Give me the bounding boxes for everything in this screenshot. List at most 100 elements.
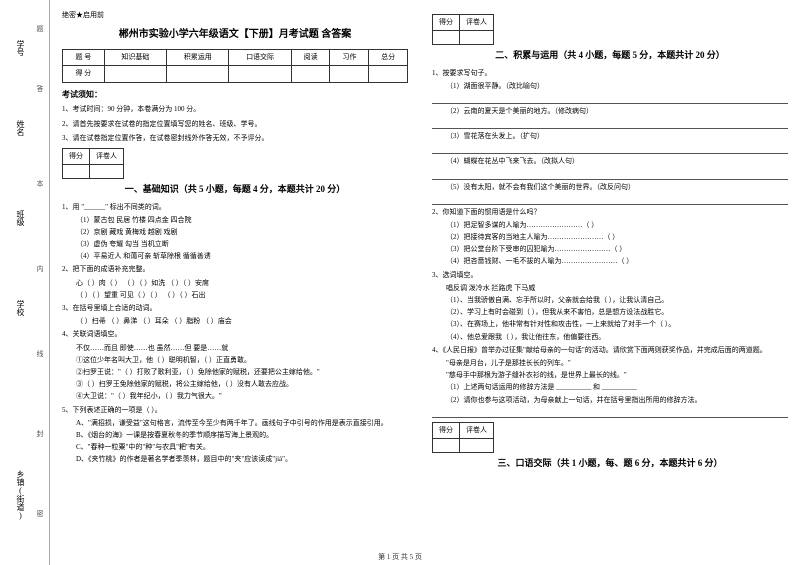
ans-line-6[interactable] [432, 408, 788, 418]
th-defen: 得 分 [63, 66, 105, 82]
s1q1d: （4）平易近人 和蔼可亲 斩草除根 循循善诱 [76, 251, 408, 262]
ans-line-3[interactable] [432, 144, 788, 154]
s2q4c: （1）上述两句话运用的修辞方法是 __________ 和 __________ [446, 382, 788, 393]
s2q2b: （2）把接待宾客的当地主人喻为……………………（ ） [446, 232, 788, 243]
secret-label: 绝密★启用前 [62, 10, 408, 21]
s2q2d: （4）把吝啬钱财、一毛不拔的人喻为……………………（ ） [446, 256, 788, 267]
s2q3d: （3）、在赛场上，他非常有针对性和攻击性，一上来就给了对手一个（ ）。 [446, 319, 788, 330]
s1q4a: 不仅……而且 即使……也 虽然……但 要是……就 [76, 343, 408, 354]
margin-label-xuehao: 学号 [15, 40, 26, 56]
s2q4b: "慈母手中那根为游子缝补衣衫的线，是世界上最长的线。" [446, 370, 788, 381]
mark-table-2: 得分评卷人 [432, 14, 494, 45]
s1q1: 1、用 "______" 标出不同类的词。 [62, 202, 408, 213]
ans-line-4[interactable] [432, 170, 788, 180]
sc-5[interactable] [330, 66, 369, 82]
s1q5d: D、《夹竹桃》的作者是著名学者季羡林，题目中的"夹"应该读成"jiá"。 [76, 454, 408, 465]
cut-feng: 封 [35, 430, 45, 437]
th-c5: 习作 [330, 50, 369, 66]
s2q2a: （1）把足智多谋的人喻为……………………（ ） [446, 220, 788, 231]
sc-4[interactable] [291, 66, 330, 82]
right-column: 得分评卷人 二、积累与运用（共 4 小题，每题 5 分，本题共计 20 分） 1… [420, 0, 800, 565]
ans-line-5[interactable] [432, 195, 788, 205]
mk2-va[interactable] [433, 31, 460, 45]
s2q4d: （2）请你也参与这项活动，为母亲献上一句话，并在括号里指出所用的修辞方法。 [446, 395, 788, 406]
ans-line-2[interactable] [432, 119, 788, 129]
sc-1[interactable] [104, 66, 166, 82]
s1q1c: （3）虚伪 夸耀 勾当 当机立断 [76, 239, 408, 250]
mk1-b: 评卷人 [90, 148, 124, 164]
th-c6: 总分 [369, 50, 408, 66]
section3-title: 三、口语交际（共 1 小题，每、题 6 分，本题共计 6 分） [432, 456, 788, 470]
s1q2a: 心（ ）肉（ ） （ ）（ ）如洗 （ ）（ ）安席 [76, 278, 408, 289]
mk1-vb[interactable] [90, 165, 124, 179]
notice-3: 3、请在试卷指定位置作答，在试卷密封线外作答无效，不予评分。 [62, 133, 408, 144]
s1q5: 5、下列表述正确的一项是（ ）。 [62, 405, 408, 416]
mark-table-1: 得分评卷人 [62, 148, 124, 179]
s1q2b: （ ）（ ）望重 可见（ ）（ ） （ ）（ ）石出 [76, 290, 408, 301]
mk3-va[interactable] [433, 438, 460, 452]
th-c2: 积累运用 [167, 50, 229, 66]
s2q2c: （3）把公堂台阶下受审的囚犯喻为……………………（ ） [446, 244, 788, 255]
mk2-vb[interactable] [460, 31, 494, 45]
notice-heading: 考试须知： [62, 89, 408, 102]
s2q1: 1、按要求写句子。 [432, 68, 788, 79]
s2q4a: "母亲是月台，儿子是那挂长长的列车。" [446, 358, 788, 369]
s1q1a: （1）蒙古包 民居 竹楼 四点金 四合院 [76, 215, 408, 226]
sc-6[interactable] [369, 66, 408, 82]
s1q5a: A、"满招损，谦受益"这句格言，流传至今至少有两千年了。画线句子中引号的作用是表… [76, 418, 408, 429]
s2q3: 3、选词填空。 [432, 270, 788, 281]
notice-2: 2、请首先按要求在试卷的指定位置填写您的姓名、班级、学号。 [62, 119, 408, 130]
s1q3: 3、在括号里填上合适的动词。 [62, 303, 408, 314]
mk2-a: 得分 [433, 15, 460, 31]
section1-title: 一、基础知识（共 5 小题，每题 4 分，本题共计 20 分） [62, 182, 408, 196]
mk3-a: 得分 [433, 422, 460, 438]
mk1-va[interactable] [63, 165, 90, 179]
cut-mi: 密 [35, 510, 45, 517]
s1q4e: ④大卫说："（ ）我年纪小，（ ）我力气很大。" [76, 391, 408, 402]
section2-title: 二、积累与运用（共 4 小题，每题 5 分，本题共计 20 分） [432, 48, 788, 62]
s1q1b: （2）京剧 藏戏 黄梅戏 越剧 戏剧 [76, 227, 408, 238]
ans-line-1[interactable] [432, 94, 788, 104]
s2q1e: （5）没有太阳，就不会有我们这个美丽的世界。（改反问句） [446, 182, 788, 193]
mk2-b: 评卷人 [460, 15, 494, 31]
th-c4: 阅读 [291, 50, 330, 66]
th-c3: 口语交际 [229, 50, 291, 66]
s2q3c: （2）、学习上有时会碰到（ ），但我从来不害怕，总是想方设法战胜它。 [446, 307, 788, 318]
cut-nei: 内 [35, 265, 45, 272]
mark-table-3: 得分评卷人 [432, 422, 494, 453]
s1q5b: B、《烟台的海》一课是按春夏秋冬的季节顺序描写海上景观的。 [76, 430, 408, 441]
cut-da: 答 [35, 85, 45, 92]
s2q4: 4、《人民日报》曾举办过征集"献给母亲的一句话"的活动。请欣赏下面两则获奖作品，… [432, 345, 788, 356]
s1q4c: ②扫罗王说："（ ）打败了歌利亚，（ ）免除他家的赋税，还要把公主嫁给他。" [76, 367, 408, 378]
s1q4d: ③（ ）扫罗王免除他家的赋税，将公主嫁给他，（ ）没有人敢去应战。 [76, 379, 408, 390]
margin-label-xuexiao: 学校 [15, 300, 26, 316]
s2q3b: （1）、当我骄傲自满、忘手所以时，父亲就会给我（ ），让我认清自己。 [446, 295, 788, 306]
cut-ti: 题 [35, 25, 45, 32]
margin-label-xingming: 姓名 [15, 120, 26, 136]
mk3-b: 评卷人 [460, 422, 494, 438]
s1q5c: C、"春种一粒粟"中的"种"与农具"耙"有关。 [76, 442, 408, 453]
s1q4: 4、关联词语填空。 [62, 329, 408, 340]
s1q4b: ①这位少年名叫大卫，他（ ）聪明机智，（ ）正直勇敢。 [76, 355, 408, 366]
mk1-a: 得分 [63, 148, 90, 164]
s2q1b: （2）云南的夏天是个美丽的地方。（修改病句） [446, 106, 788, 117]
mk3-vb[interactable] [460, 438, 494, 452]
s2q3a: 唱反调 泼冷水 拦路虎 下马威 [446, 283, 788, 294]
cut-ben: 本 [35, 180, 45, 187]
s2q1a: （1）湖面很平静。（改比喻句） [446, 81, 788, 92]
page-footer: 第 1 页 共 5 页 [0, 552, 800, 562]
margin-label-xiangzhen: 乡镇(街道) [15, 470, 26, 520]
sc-3[interactable] [229, 66, 291, 82]
s2q1c: （3）雪花落在头发上。（扩句） [446, 131, 788, 142]
notice-1: 1、考试时间：90 分钟，本卷满分为 100 分。 [62, 104, 408, 115]
sc-2[interactable] [167, 66, 229, 82]
s2q2: 2、你知道下面的惯用语是什么吗？ [432, 207, 788, 218]
s2q1d: （4）蝴蝶在花丛中飞来飞去。（改拟人句） [446, 156, 788, 167]
exam-title: 郴州市实验小学六年级语文【下册】月考试题 含答案 [62, 27, 408, 43]
margin-label-banji: 班级 [15, 210, 26, 226]
th-c1: 知识基础 [104, 50, 166, 66]
s1q2: 2、把下面的成语补充完整。 [62, 264, 408, 275]
s2q3e: （4）、他总爱跟我（ ），我让他往东，他偏要往西。 [446, 332, 788, 343]
binding-margin: 学号 题 答 姓名 本 班级 内 学校 线 封 乡镇(街道) 密 [0, 0, 50, 565]
s1q3a: （ ）扫帚 （ ）鼻涕 （ ）耳朵 （ ）脂粉 （ ）庙会 [76, 316, 408, 327]
